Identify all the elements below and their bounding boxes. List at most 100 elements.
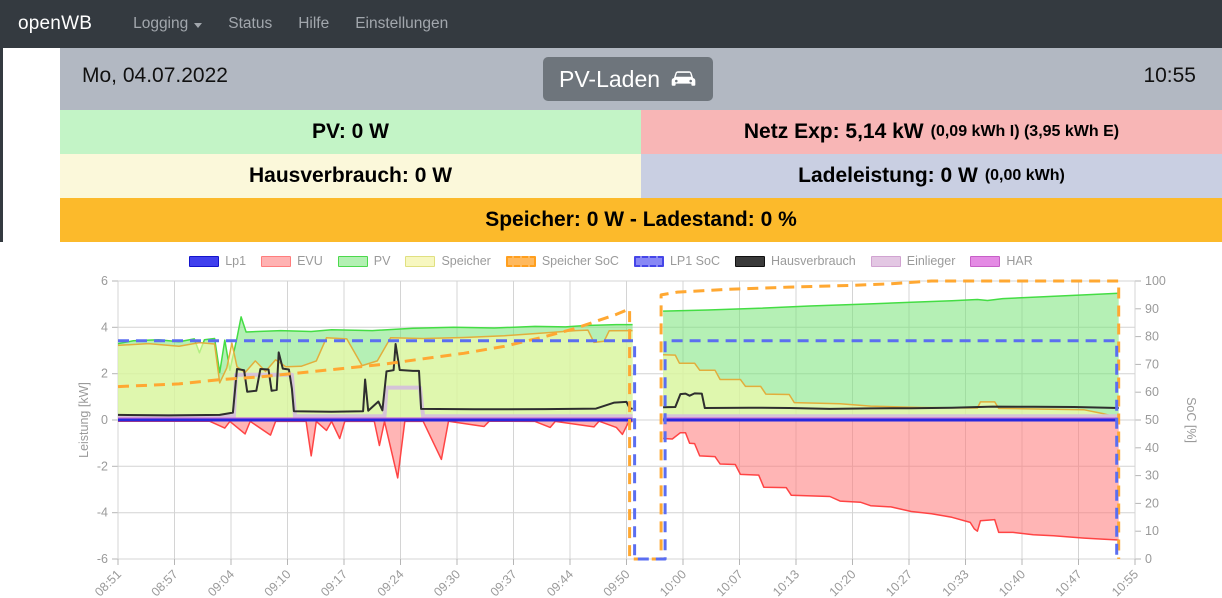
legend-item-speicher[interactable]: Speicher (405, 254, 491, 268)
svg-text:SoC [%]: SoC [%] (1184, 397, 1198, 443)
nav-item-hilfe-label: Hilfe (298, 15, 330, 32)
svg-text:4: 4 (101, 320, 108, 334)
legend-label: PV (373, 254, 391, 268)
svg-text:10:40: 10:40 (996, 567, 1028, 598)
legend-label: Speicher SoC (541, 254, 619, 268)
pv-laden-button[interactable]: PV-Laden (543, 57, 714, 101)
date-header: Mo, 04.07.2022 PV-Laden 10:55 (60, 48, 1222, 110)
date-label: Mo, 04.07.2022 (82, 64, 228, 87)
time-label: 10:55 (1143, 64, 1196, 87)
svg-text:90: 90 (1145, 302, 1159, 316)
legend-swatch-speicher-soc (505, 255, 536, 267)
svg-text:2: 2 (101, 367, 108, 381)
svg-text:10:27: 10:27 (883, 567, 915, 598)
legend-item-speicher-soc[interactable]: Speicher SoC (505, 254, 619, 268)
chevron-down-icon (194, 22, 203, 28)
nav-item-status-label: Status (228, 15, 273, 32)
svg-text:10:33: 10:33 (940, 567, 972, 598)
chart-section: Lp1 EVU PV Speicher Speicher SoC LP1 SoC Hausv… (0, 242, 1222, 598)
house-consumption-value: Hausverbrauch: 0 W (248, 164, 453, 187)
navbar: openWB Logging Status Hilfe Einstellunge… (0, 0, 1222, 48)
legend-item-har[interactable]: HAR (970, 254, 1033, 268)
battery-tile: Speicher: 0 W - Ladestand: 0 % (60, 198, 1222, 242)
svg-text:10:47: 10:47 (1053, 567, 1085, 598)
pv-tile: PV: 0 W (60, 110, 641, 154)
brand-logo[interactable]: openWB (18, 13, 93, 34)
nav-item-status[interactable]: Status (215, 15, 285, 33)
left-edge-strip (0, 48, 3, 242)
legend-item-lp1[interactable]: Lp1 (189, 254, 246, 268)
legend-swatch-pv (337, 255, 368, 267)
svg-text:09:10: 09:10 (262, 567, 294, 598)
nav-item-logging-label: Logging (133, 15, 189, 32)
svg-text:09:44: 09:44 (544, 567, 576, 598)
svg-text:-2: -2 (97, 459, 108, 473)
svg-text:10:00: 10:00 (657, 567, 689, 598)
legend-label: EVU (297, 254, 323, 268)
status-row-3: Speicher: 0 W - Ladestand: 0 % (60, 198, 1222, 242)
grid-value: Netz Exp: 5,14 kW (743, 120, 924, 143)
svg-text:09:17: 09:17 (318, 567, 350, 598)
grid-tile: Netz Exp: 5,14 kW (0,09 kWh I) (3,95 kWh… (641, 110, 1222, 154)
legend-swatch-evu (261, 255, 292, 267)
mode-button-label: PV-Laden (559, 65, 661, 92)
svg-text:-6: -6 (97, 552, 108, 566)
legend-label: HAR (1006, 254, 1033, 268)
car-icon (671, 71, 696, 86)
svg-text:10:07: 10:07 (714, 567, 746, 598)
svg-text:09:37: 09:37 (488, 567, 520, 598)
charge-power-value: Ladeleistung: 0 W (798, 164, 978, 187)
svg-text:0: 0 (101, 413, 108, 427)
status-row-2: Hausverbrauch: 0 W Ladeleistung: 0 W (0,… (60, 154, 1222, 198)
svg-text:30: 30 (1145, 469, 1159, 483)
legend-item-lp1-soc[interactable]: LP1 SoC (633, 254, 720, 268)
pv-value: PV: 0 W (311, 120, 390, 143)
status-tiles: PV: 0 W Netz Exp: 5,14 kW (0,09 kWh I) (… (60, 110, 1222, 242)
svg-text:80: 80 (1145, 330, 1159, 344)
legend-label: Einlieger (906, 254, 956, 268)
svg-text:40: 40 (1145, 441, 1159, 455)
charge-power-tile: Ladeleistung: 0 W (0,00 kWh) (641, 154, 1222, 198)
svg-text:09:24: 09:24 (375, 567, 407, 598)
svg-text:09:50: 09:50 (601, 567, 633, 598)
legend-swatch-hausverbrauch (734, 255, 765, 267)
svg-text:20: 20 (1145, 496, 1159, 510)
legend-swatch-einlieger (870, 255, 901, 267)
svg-text:6: 6 (101, 274, 108, 288)
svg-text:09:30: 09:30 (431, 567, 463, 598)
nav-item-einstellungen[interactable]: Einstellungen (342, 15, 461, 33)
battery-value: Speicher: 0 W - Ladestand: 0 % (485, 208, 797, 231)
legend-label: Hausverbrauch (770, 254, 856, 268)
chart-legend: Lp1 EVU PV Speicher Speicher SoC LP1 SoC Hausv… (0, 254, 1222, 268)
svg-text:10: 10 (1145, 524, 1159, 538)
legend-item-evu[interactable]: EVU (261, 254, 323, 268)
svg-text:10:55: 10:55 (1109, 567, 1141, 598)
nav-items: Logging Status Hilfe Einstellungen (120, 15, 461, 33)
legend-item-einlieger[interactable]: Einlieger (870, 254, 956, 268)
svg-text:100: 100 (1145, 274, 1166, 288)
svg-text:60: 60 (1145, 385, 1159, 399)
svg-text:0: 0 (1145, 552, 1152, 566)
house-consumption-tile: Hausverbrauch: 0 W (60, 154, 641, 198)
svg-text:10:20: 10:20 (827, 567, 859, 598)
legend-label: Speicher (441, 254, 491, 268)
legend-swatch-har (970, 255, 1001, 267)
legend-label: LP1 SoC (669, 254, 720, 268)
svg-text:08:51: 08:51 (92, 567, 124, 598)
legend-label: Lp1 (225, 254, 247, 268)
status-row-1: PV: 0 W Netz Exp: 5,14 kW (0,09 kWh I) (… (60, 110, 1222, 154)
nav-item-logging[interactable]: Logging (120, 15, 215, 33)
svg-text:50: 50 (1145, 413, 1159, 427)
svg-text:10:13: 10:13 (770, 567, 802, 598)
svg-text:-4: -4 (97, 506, 108, 520)
svg-text:70: 70 (1145, 357, 1159, 371)
legend-item-hausverbrauch[interactable]: Hausverbrauch (734, 254, 856, 268)
legend-item-pv[interactable]: PV (337, 254, 391, 268)
charge-power-detail: (0,00 kWh) (984, 167, 1065, 184)
legend-swatch-lp1-soc (633, 255, 664, 267)
nav-item-hilfe[interactable]: Hilfe (285, 15, 342, 33)
svg-text:09:04: 09:04 (205, 567, 237, 598)
grid-detail: (0,09 kWh I) (3,95 kWh E) (930, 123, 1120, 140)
